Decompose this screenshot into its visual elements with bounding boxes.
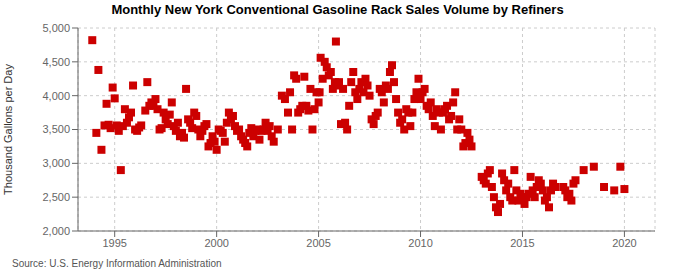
svg-text:4,500: 4,500 (42, 56, 70, 68)
svg-text:2010: 2010 (408, 237, 432, 249)
svg-text:4,000: 4,000 (42, 90, 70, 102)
svg-text:3,000: 3,000 (42, 157, 70, 169)
svg-text:5,000: 5,000 (42, 22, 70, 34)
html-text:Monthly New York Conventional: Monthly New York Conventional Gasoline R… (111, 2, 564, 17)
svg-text:2005: 2005 (306, 237, 330, 249)
svg-text:2015: 2015 (510, 237, 534, 249)
svg-text:2020: 2020 (612, 237, 636, 249)
html-text:Source: U.S. Energy Informatio: Source: U.S. Energy Information Administ… (12, 258, 222, 269)
svg-text:2,500: 2,500 (42, 191, 70, 203)
svg-text:Thousand Gallons per Day: Thousand Gallons per Day (8, 64, 14, 195)
svg-text:1995: 1995 (102, 237, 126, 249)
svg-text:2000: 2000 (204, 237, 228, 249)
svg-text:3,500: 3,500 (42, 123, 70, 135)
svg-text:2,000: 2,000 (42, 225, 70, 237)
